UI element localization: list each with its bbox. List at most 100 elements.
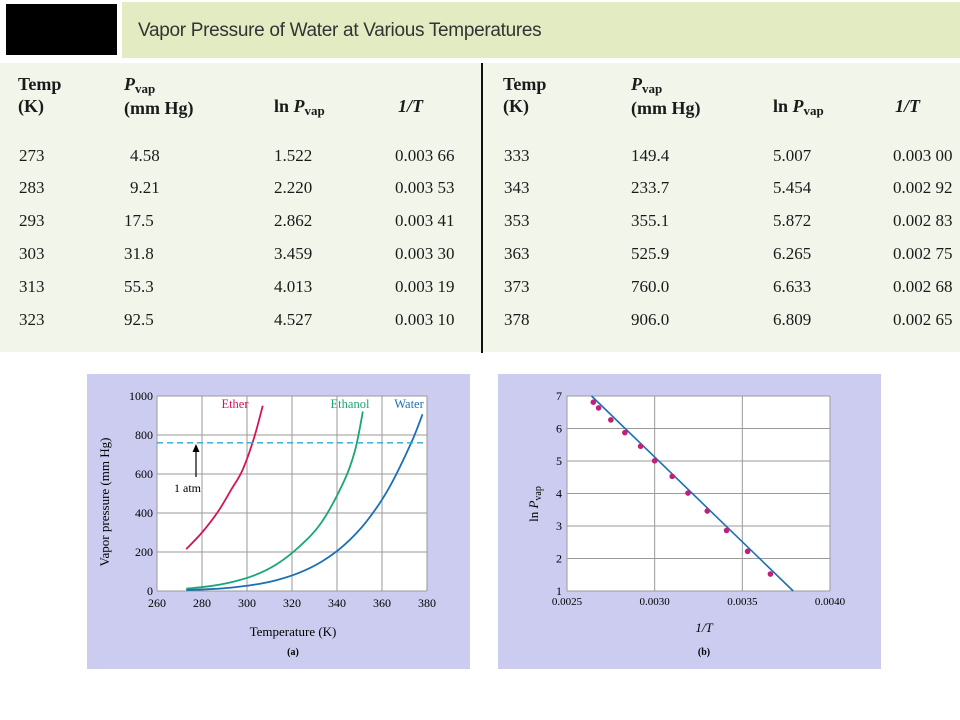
chart-b-caption: (b) [698, 647, 710, 658]
title-band: Vapor Pressure of Water at Various Tempe… [122, 2, 960, 58]
data-point [651, 457, 658, 464]
y-tick-label: 1 [556, 584, 562, 598]
table-cell: 6.633 [773, 277, 812, 296]
table-cell: 0.003 00 [893, 146, 953, 165]
chart-b-svg: 0.0025 0.0030 0.0035 0.0040 1 2 3 4 5 6 7 1/T ln P… [526, 389, 846, 658]
y-tick-label: 800 [135, 428, 153, 442]
header-lnp-left: ln Pvap [274, 96, 325, 118]
x-tick-label: 0.0030 [640, 596, 671, 608]
legend-water-label: Water [394, 397, 424, 411]
table-cell: 0.002 92 [893, 178, 953, 197]
data-point [608, 417, 614, 423]
table-cell: 303 [19, 244, 45, 263]
table-cell: 9.21 [130, 178, 160, 197]
table-cell: 92.5 [124, 310, 154, 329]
x-tick-label: 380 [418, 596, 436, 610]
table-cell: 2.862 [274, 211, 313, 230]
series-line-ethanol [186, 411, 364, 590]
table-cell: 273 [19, 146, 45, 165]
header-invt-left: 1/T [398, 96, 423, 116]
data-point [637, 443, 644, 450]
header-lnp-right: ln Pvap [773, 96, 824, 118]
table-cell: 233.7 [631, 178, 670, 197]
fit-line [590, 395, 794, 592]
table-cell: 906.0 [631, 310, 670, 329]
header-pvap-left: Pvap (mm Hg) [124, 74, 194, 118]
table-cell: 0.003 41 [395, 211, 455, 230]
chart-a-caption: (a) [287, 647, 299, 658]
table-cell: 0.003 30 [395, 244, 455, 263]
chart-b-ylabel: ln Pvap [526, 486, 544, 522]
data-point [685, 490, 691, 496]
chart-a-ylabel: Vapor pressure (mm Hg) [97, 438, 112, 567]
header-temp-left: Temp (K) [18, 74, 62, 116]
table-cell: 2.220 [274, 178, 313, 197]
x-tick-label: 280 [193, 596, 211, 610]
y-tick-label: 0 [147, 584, 153, 598]
table-cell: 149.4 [631, 146, 670, 165]
table-cell: 293 [19, 211, 45, 230]
table-cell: 0.003 19 [395, 277, 455, 296]
table-cell: 31.8 [124, 244, 154, 263]
table-cell: 323 [19, 310, 45, 329]
chart-b-xlabel: 1/T [695, 620, 713, 635]
table-cell: 313 [19, 277, 45, 296]
table-cell: 6.809 [773, 310, 812, 329]
series-line-water [186, 413, 424, 592]
table-cell: 353 [504, 211, 530, 230]
y-tick-label: 2 [556, 552, 562, 566]
table-cell: 6.265 [773, 244, 812, 263]
y-tick-label: 600 [135, 467, 153, 481]
table-cell: 363 [504, 244, 530, 263]
x-tick-label: 300 [238, 596, 256, 610]
page-title: Vapor Pressure of Water at Various Tempe… [138, 20, 542, 41]
table-cell: 355.1 [631, 211, 670, 230]
legend-ethanol-label: Ethanol [331, 397, 370, 411]
svg-text:ln Pvap: ln Pvap [526, 486, 544, 522]
y-tick-label: 7 [556, 389, 562, 403]
table-cell: 343 [504, 178, 530, 197]
table-cell: 0.003 53 [395, 178, 455, 197]
data-point [590, 399, 597, 406]
data-point [723, 527, 730, 534]
header-temp-right: Temp (K) [503, 74, 547, 116]
table-cell: 0.002 83 [893, 211, 953, 230]
header-invt-right: 1/T [895, 96, 920, 116]
data-point [704, 508, 711, 514]
data-point [744, 548, 751, 555]
x-tick-label: 0.0025 [552, 596, 583, 608]
legend-ether-label: Ether [221, 397, 249, 411]
table-cell: 5.454 [773, 178, 812, 197]
y-tick-label: 5 [556, 454, 562, 468]
chart-a-xlabel: Temperature (K) [250, 624, 337, 639]
y-tick-label: 6 [556, 422, 562, 436]
table-cell: 525.9 [631, 244, 670, 263]
x-tick-label: 0.0035 [727, 596, 758, 608]
table-divider [481, 63, 483, 353]
data-point [767, 571, 774, 577]
one-atm-arrowhead [192, 444, 200, 452]
table-cell: 4.527 [274, 310, 313, 329]
black-label-box [6, 4, 117, 55]
y-tick-label: 200 [135, 545, 153, 559]
data-point [622, 429, 628, 436]
x-tick-label: 260 [148, 596, 166, 610]
series-line-ether [185, 405, 264, 550]
data-point [669, 473, 675, 480]
table-cell: 0.002 68 [893, 277, 953, 296]
table-cell: 1.522 [274, 146, 313, 165]
table-cell: 378 [504, 310, 530, 329]
x-tick-label: 360 [373, 596, 391, 610]
x-tick-label: 320 [283, 596, 301, 610]
chart-panel-b: 0.0025 0.0030 0.0035 0.0040 1 2 3 4 5 6 7 1/T ln P… [498, 374, 881, 669]
table-cell: 760.0 [631, 277, 670, 296]
y-tick-label: 3 [556, 519, 562, 533]
y-tick-label: 4 [556, 487, 562, 501]
one-atm-label: 1 atm [174, 481, 202, 495]
table-cell: 5.872 [773, 211, 812, 230]
table-cell: 373 [504, 277, 530, 296]
chart-a-svg: 260 280 300 320 340 360 380 0 200 400 600 800 1000 1… [97, 389, 436, 658]
table-cell: 333 [504, 146, 530, 165]
data-point [595, 405, 602, 411]
data-table: Temp (K) Pvap (mm Hg) ln Pvap 1/T Temp (K) … [0, 63, 960, 352]
